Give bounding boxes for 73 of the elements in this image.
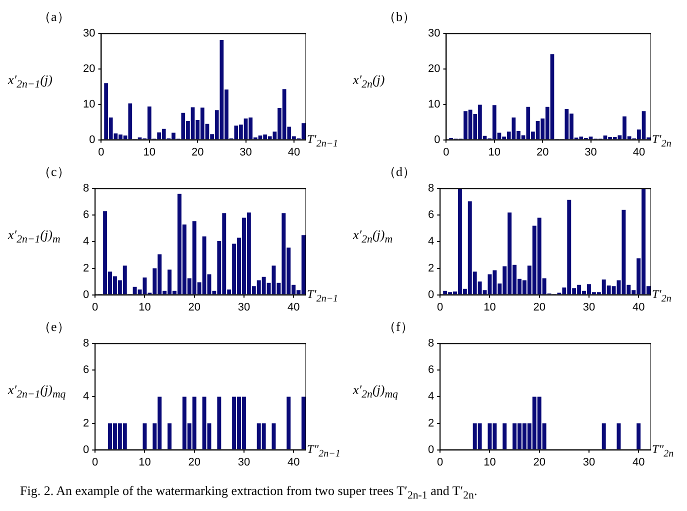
x-tick-label: 20 (191, 146, 204, 158)
y-tick-label: 4 (82, 236, 90, 248)
x-tick-label: 30 (582, 301, 596, 314)
x-tick-label: 10 (138, 301, 151, 314)
y-tick-label: 2 (428, 262, 434, 274)
x-tick-label: 40 (287, 301, 300, 314)
y-tick-label: 2 (82, 417, 90, 430)
y-tick-label: 8 (428, 182, 434, 195)
x-tick-label: 20 (533, 301, 546, 314)
y-tick-label: 2 (82, 262, 90, 274)
y-tick-label: 6 (428, 364, 434, 376)
x-axis-title: T″$_{2n}$ (652, 442, 674, 460)
y-tick-label: 20 (82, 63, 96, 76)
x-tick-label: 10 (488, 146, 501, 158)
caption: Fig. 2. An example of the watermarking extraction from two super trees T′$_{2n-1}$ and T′$_{2n}$. (20, 483, 478, 502)
y-axis-title: x′$_{2n−1}$(j)$_{mq}$ (8, 382, 66, 401)
y-tick-label: 8 (82, 182, 90, 195)
x-axis-title: T″$_{2n−1}$ (307, 442, 340, 460)
x-tick-label: 10 (143, 146, 156, 158)
y-tick-label: 2 (428, 417, 434, 430)
chart-title: （f） (383, 318, 414, 336)
x-tick-label: 20 (188, 301, 200, 314)
x-tick-label: 10 (138, 456, 151, 468)
x-tick-label: 10 (484, 301, 496, 314)
y-tick-label: 30 (82, 28, 96, 40)
y-tick-label: 6 (82, 364, 90, 376)
chart-title: （b） (383, 8, 416, 26)
y-tick-label: 0 (82, 288, 90, 301)
y-tick-label: 8 (428, 338, 434, 350)
y-axis-title: x′$_{2n−1}$(j)$_{m}$ (8, 227, 60, 246)
x-axis-title: T′$_{2n−1}$ (307, 132, 338, 150)
y-tick-label: 6 (428, 209, 434, 222)
x-tick-label: 40 (632, 146, 646, 158)
y-tick-label: 20 (428, 63, 440, 76)
y-tick-label: 4 (428, 236, 434, 248)
y-axis-title: x′$_{2n−1}$(j) (8, 72, 52, 91)
y-axis-title: x′$_{2n}$(j)$_{mq}$ (353, 382, 398, 401)
x-tick-label: 40 (632, 301, 645, 314)
x-tick-label: 30 (582, 456, 596, 468)
y-axis-title: x′$_{2n}$(j) (353, 72, 385, 91)
x-tick-label: 20 (536, 146, 549, 158)
chart-title: （e） (38, 318, 70, 336)
y-tick-label: 0 (434, 134, 440, 146)
x-tick-label: 40 (287, 456, 300, 468)
x-axis-title: T′$_{2n}$ (652, 132, 672, 150)
y-tick-label: 8 (82, 338, 90, 350)
x-axis-title: T′$_{2n−1}$ (307, 287, 338, 304)
y-tick-label: 30 (428, 28, 440, 40)
y-tick-label: 4 (82, 390, 90, 403)
chart-title: （c） (38, 163, 70, 181)
x-tick-label: 40 (288, 146, 300, 158)
x-tick-label: 30 (238, 456, 250, 468)
x-tick-label: 0 (443, 146, 450, 158)
y-axis-title: x′$_{2n}$(j)$_{m}$ (353, 227, 393, 246)
y-tick-label: 4 (428, 390, 434, 403)
x-tick-label: 0 (98, 146, 104, 158)
x-tick-label: 20 (188, 456, 200, 468)
y-tick-label: 0 (428, 444, 434, 456)
y-tick-label: 10 (82, 98, 96, 110)
y-tick-label: 0 (428, 288, 434, 301)
x-tick-label: 10 (484, 456, 496, 468)
y-tick-label: 6 (82, 209, 90, 222)
y-tick-label: 0 (89, 134, 96, 146)
x-tick-label: 20 (533, 456, 546, 468)
chart-title: （d） (383, 163, 416, 181)
x-tick-label: 30 (238, 301, 250, 314)
y-tick-label: 0 (82, 444, 90, 456)
x-axis-title: T′$_{2n}$ (652, 287, 672, 304)
x-tick-label: 30 (584, 146, 597, 158)
chart-title: （a） (38, 8, 70, 26)
x-tick-label: 30 (240, 146, 252, 158)
y-tick-label: 10 (428, 98, 440, 110)
x-tick-label: 40 (632, 456, 645, 468)
